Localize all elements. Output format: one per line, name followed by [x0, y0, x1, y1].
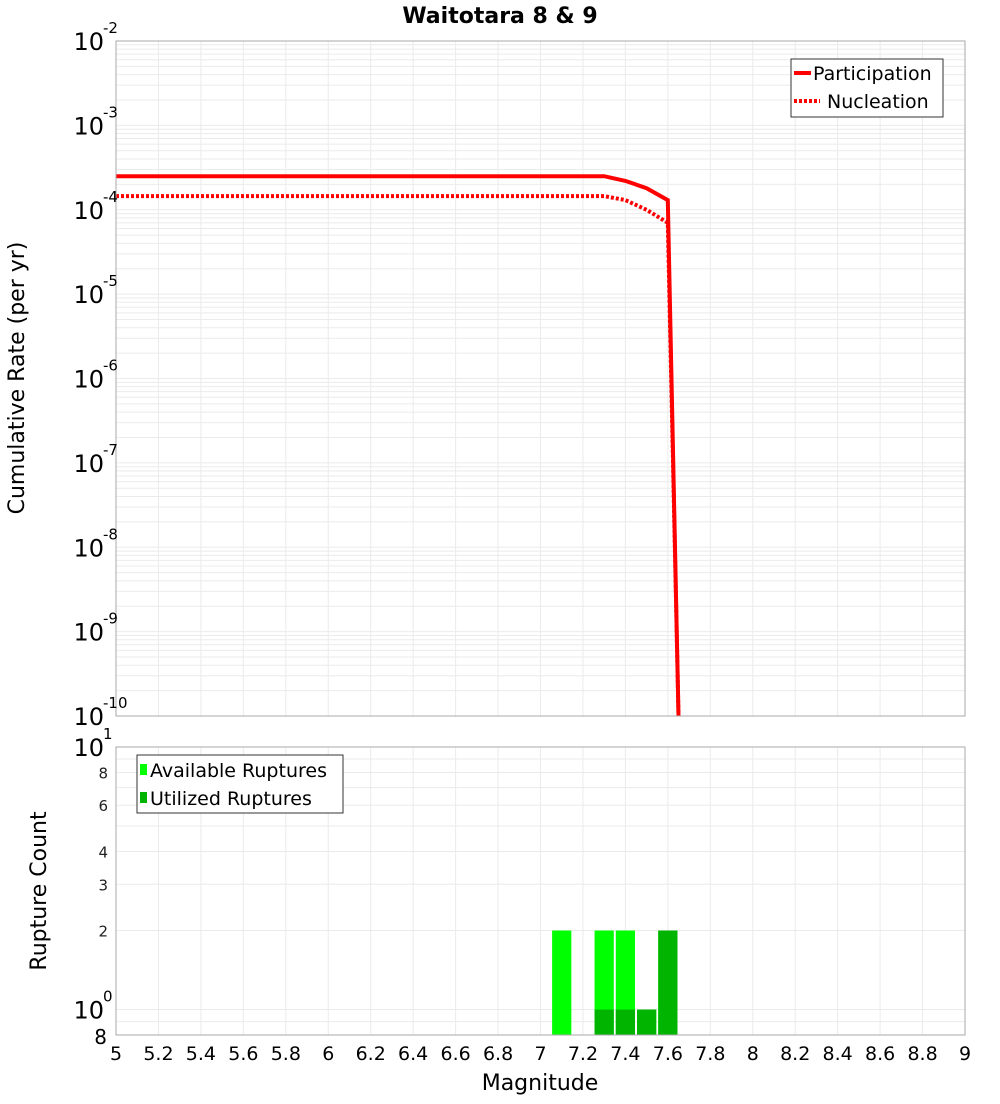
x-tick-label: 5.8	[271, 1043, 301, 1065]
series-nucleation	[116, 196, 679, 716]
svg-text:10: 10	[73, 197, 104, 225]
y-tick-label: 10-3	[73, 103, 118, 140]
svg-text:8: 8	[98, 764, 108, 782]
svg-text:-2: -2	[103, 19, 118, 37]
x-axis-ticks: 5 5.2 5.4 5.6 5.8 6 6.2 6.4 6.6 6.8 7 7.2 7.4 7.6 7.8 8…	[110, 1043, 971, 1065]
y-tick-label: 100	[73, 988, 112, 1025]
bottom-y-axis-label: Rupture Count	[27, 811, 52, 971]
svg-text:10: 10	[73, 28, 104, 56]
svg-text:10: 10	[73, 366, 104, 394]
svg-text:-5: -5	[103, 272, 118, 290]
bar-utilized-ruptures	[637, 1010, 656, 1035]
x-tick-label: 8.2	[780, 1043, 810, 1065]
x-tick-label: 7	[534, 1043, 546, 1065]
legend-item-available: Available Ruptures	[150, 760, 327, 782]
y-tick-label: 10-7	[73, 441, 118, 478]
svg-text:-6: -6	[103, 357, 118, 375]
x-axis-label: Magnitude	[482, 1071, 599, 1096]
top-y-axis-label: Cumulative Rate (per yr)	[5, 242, 30, 515]
svg-text:8: 8	[94, 1025, 107, 1049]
bottom-plot-bars	[552, 931, 677, 1035]
svg-text:-9: -9	[103, 610, 118, 628]
bar-utilized-ruptures	[658, 931, 677, 1035]
top-legend: Participation Nucleation	[791, 59, 943, 117]
y-tick-label: 10-10	[73, 694, 127, 731]
svg-text:0: 0	[103, 988, 113, 1006]
chart-canvas: Waitotara 8 & 9 10-210-310-410-510-610-7…	[0, 0, 1000, 1100]
y-tick-label: 10-9	[73, 610, 118, 647]
x-tick-label: 5.6	[228, 1043, 258, 1065]
y-tick-label: 4	[98, 843, 108, 861]
bar-utilized-ruptures	[616, 1010, 635, 1035]
top-plot-grid	[116, 41, 965, 716]
x-tick-label: 8.8	[907, 1043, 937, 1065]
svg-text:10: 10	[73, 619, 104, 647]
y-tick-label: 10-5	[73, 272, 118, 309]
svg-text:-4: -4	[103, 188, 118, 206]
svg-text:-3: -3	[103, 103, 118, 121]
x-tick-label: 7.4	[610, 1043, 640, 1065]
bar-available-ruptures	[552, 931, 571, 1035]
x-tick-label: 8	[747, 1043, 759, 1065]
svg-text:10: 10	[73, 734, 104, 762]
y-tick-label: 6	[98, 797, 108, 815]
x-tick-label: 8.6	[865, 1043, 895, 1065]
y-tick-label: 10-8	[73, 525, 118, 562]
x-tick-label: 6.4	[398, 1043, 428, 1065]
x-tick-label: 6.2	[356, 1043, 386, 1065]
x-tick-label: 7.2	[568, 1043, 598, 1065]
legend-item-participation: Participation	[813, 63, 932, 85]
legend-swatch-available-icon	[140, 764, 147, 775]
svg-text:-8: -8	[103, 525, 118, 543]
bar-utilized-ruptures	[595, 1010, 614, 1035]
svg-text:10: 10	[73, 281, 104, 309]
svg-text:1: 1	[103, 725, 113, 743]
x-tick-label: 5.4	[186, 1043, 216, 1065]
x-tick-label: 9	[959, 1043, 971, 1065]
svg-text:10: 10	[73, 112, 104, 140]
y-tick-label: 10-4	[73, 188, 118, 225]
mfd-chart: Waitotara 8 & 9 10-210-310-410-510-610-7…	[0, 0, 1000, 1100]
x-tick-label: 6	[322, 1043, 334, 1065]
bottom-legend: Available Ruptures Utilized Ruptures	[137, 755, 343, 813]
y-tick-label: 8	[94, 1025, 107, 1049]
x-tick-label: 8.4	[823, 1043, 853, 1065]
chart-title: Waitotara 8 & 9	[402, 4, 597, 29]
svg-text:-10: -10	[103, 694, 128, 712]
y-tick-label: 10-2	[73, 19, 118, 56]
y-tick-label: 2	[98, 923, 108, 941]
y-tick-label: 10-6	[73, 357, 118, 394]
legend-item-nucleation: Nucleation	[827, 91, 929, 113]
x-tick-label: 5	[110, 1043, 122, 1065]
x-tick-label: 6.8	[483, 1043, 513, 1065]
svg-text:10: 10	[73, 703, 104, 731]
svg-text:6: 6	[98, 797, 108, 815]
legend-item-utilized: Utilized Ruptures	[150, 788, 312, 810]
svg-text:-7: -7	[103, 441, 118, 459]
y-tick-label: 8	[98, 764, 108, 782]
legend-swatch-utilized-icon	[140, 792, 147, 803]
svg-text:3: 3	[98, 876, 108, 894]
svg-text:2: 2	[98, 923, 108, 941]
bottom-y-axis-ticks: 810023468101	[73, 725, 112, 1049]
x-tick-label: 5.2	[143, 1043, 173, 1065]
svg-text:10: 10	[73, 534, 104, 562]
x-tick-label: 6.6	[440, 1043, 470, 1065]
y-tick-label: 3	[98, 876, 108, 894]
svg-text:4: 4	[98, 843, 108, 861]
x-tick-label: 7.6	[653, 1043, 683, 1065]
svg-text:10: 10	[73, 997, 104, 1025]
x-tick-label: 7.8	[695, 1043, 725, 1065]
svg-text:10: 10	[73, 450, 104, 478]
